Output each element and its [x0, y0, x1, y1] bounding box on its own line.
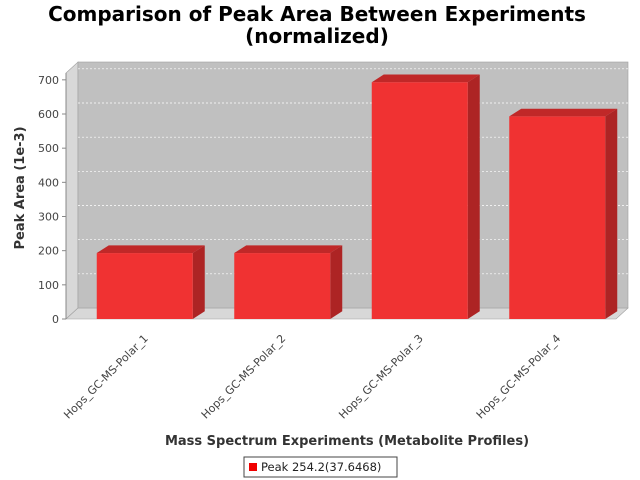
bar-top — [509, 108, 618, 117]
legend-swatch — [249, 463, 257, 471]
y-axis-ticks: 0 100 200 300 400 500 600 700 — [38, 74, 66, 326]
x-tick-label: Hops_GC-MS-Polar_3 — [336, 332, 426, 422]
bar — [96, 253, 193, 319]
y-axis-label: Peak Area (1e-3) — [13, 126, 28, 249]
bar-top — [371, 74, 480, 83]
y-tick-label: 0 — [52, 313, 59, 326]
y-tick-label: 500 — [38, 142, 59, 155]
y-tick-label: 100 — [38, 279, 59, 292]
x-axis-ticks: Hops_GC-MS-Polar_1 Hops_GC-MS-Polar_2 Hops… — [61, 332, 563, 422]
legend-box — [243, 456, 398, 478]
legend: Peak 254.2(37.6468) — [243, 456, 398, 478]
bar-side — [467, 74, 480, 320]
x-tick-label: Hops_GC-MS-Polar_4 — [474, 332, 564, 422]
y-tick-label: 400 — [38, 176, 59, 189]
legend-label: Peak 254.2(37.6468) — [261, 460, 381, 474]
x-tick-label: Hops_GC-MS-Polar_1 — [61, 332, 151, 422]
y-tick-label: 600 — [38, 108, 59, 121]
x-axis-label: Mass Spectrum Experiments (Metabolite Pr… — [165, 434, 529, 449]
x-tick-label: Hops_GC-MS-Polar_2 — [199, 332, 289, 422]
y-tick-label: 200 — [38, 245, 59, 258]
bar-top — [234, 245, 343, 254]
bar — [509, 116, 606, 320]
bar-side — [192, 245, 205, 319]
bar-side — [330, 245, 343, 319]
bar — [371, 82, 468, 319]
chart-subtitle: (normalized) — [245, 24, 389, 48]
bar — [234, 253, 331, 319]
plot-side-wall — [65, 61, 79, 320]
bar-top — [96, 245, 205, 254]
bar-side — [605, 108, 618, 319]
chart-title: Comparison of Peak Area Between Experime… — [48, 2, 586, 26]
bars — [96, 74, 618, 320]
y-tick-label: 300 — [38, 211, 59, 224]
y-tick-label: 700 — [38, 74, 59, 87]
